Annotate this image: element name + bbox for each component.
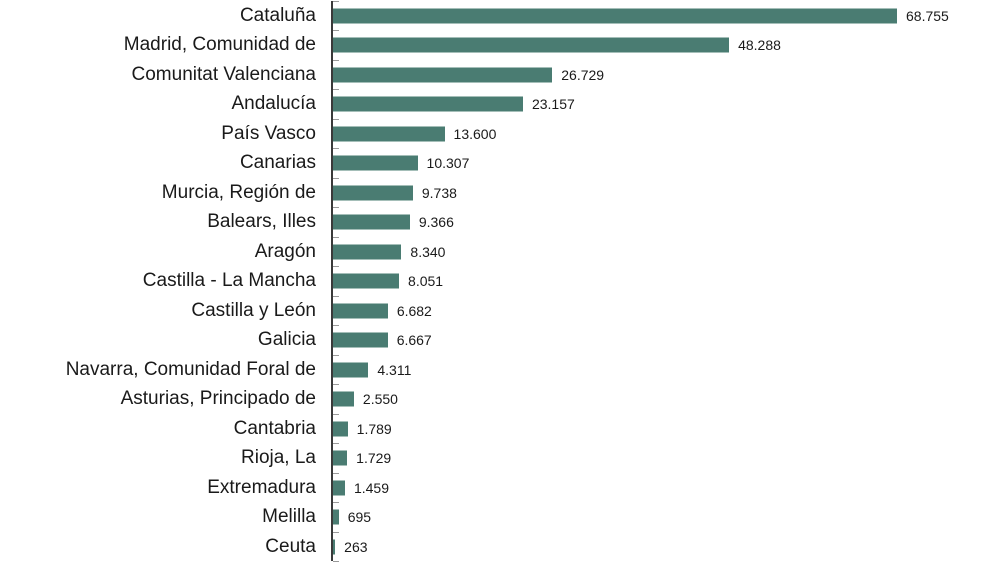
value-label: 8.340 xyxy=(410,243,446,260)
axis-tick xyxy=(333,236,339,238)
axis-tick xyxy=(333,266,339,268)
value-label: 6.667 xyxy=(396,332,432,348)
bar xyxy=(333,539,336,554)
axis-tick xyxy=(333,443,339,445)
axis-tick xyxy=(333,502,339,504)
category-label: Asturias, Principado de xyxy=(120,388,316,409)
category-label: País Vasco xyxy=(221,122,316,144)
category-label: Ceuta xyxy=(265,535,316,557)
category-label: Cantabria xyxy=(233,417,316,439)
category-label: Murcia, Región de xyxy=(161,181,316,203)
category-label: Cataluña xyxy=(239,4,316,26)
bar-row: Madrid, Comunidad de 48.288 xyxy=(0,30,987,60)
bar xyxy=(333,421,348,436)
bar-row: Murcia, Región de 9.738 xyxy=(0,177,987,208)
bar-row: Extremadura 1.459 xyxy=(0,472,987,503)
bar xyxy=(333,126,445,141)
axis-tick xyxy=(333,59,339,61)
bar-row: Andalucía 23.157 xyxy=(0,89,987,119)
bar xyxy=(333,37,730,53)
value-label: 1.459 xyxy=(353,479,389,496)
bar-row: Melilla 695 xyxy=(0,502,987,532)
bar xyxy=(333,96,523,112)
bar-row: Cantabria 1.789 xyxy=(0,413,987,444)
category-label: Melilla xyxy=(262,506,316,527)
bar-row: Aragón 8.340 xyxy=(0,236,987,267)
bar-row: País Vasco 13.600 xyxy=(0,118,987,149)
value-label: 9.366 xyxy=(418,214,454,230)
bar xyxy=(333,244,402,259)
bar-row: Cataluña 68.755 xyxy=(0,0,987,31)
category-label: Galicia xyxy=(257,329,316,350)
bar xyxy=(333,362,369,377)
category-label: Extremadura xyxy=(207,476,316,498)
axis-tick xyxy=(333,561,339,563)
bar xyxy=(333,8,897,23)
bar-row: Rioja, La 1.729 xyxy=(0,443,987,473)
value-label: 23.157 xyxy=(531,96,575,112)
category-label: Madrid, Comunidad de xyxy=(123,34,316,55)
axis-tick xyxy=(333,118,339,120)
bar-row: Comunitat Valenciana 26.729 xyxy=(0,59,987,90)
bar xyxy=(333,185,413,200)
category-label: Canarias xyxy=(239,152,316,173)
bar-row: Canarias 10.307 xyxy=(0,148,987,178)
axis-tick xyxy=(333,89,339,91)
value-label: 26.729 xyxy=(561,66,605,83)
bar xyxy=(333,155,418,171)
axis-tick xyxy=(333,472,339,474)
category-label: Rioja, La xyxy=(241,447,316,468)
category-label: Andalucía xyxy=(231,93,316,114)
value-label: 263 xyxy=(344,538,368,555)
bar xyxy=(333,450,348,466)
bar xyxy=(333,480,345,495)
axis-tick xyxy=(333,0,339,2)
category-label: Comunitat Valenciana xyxy=(131,63,316,85)
bar-row: Castilla - La Mancha 8.051 xyxy=(0,266,987,296)
bar xyxy=(333,214,410,230)
value-label: 8.051 xyxy=(408,273,444,289)
axis-tick xyxy=(333,413,339,415)
bar xyxy=(333,303,388,318)
value-label: 6.682 xyxy=(396,302,432,319)
bar xyxy=(333,273,400,289)
category-label: Navarra, Comunidad Foral de xyxy=(65,358,316,380)
axis-tick xyxy=(333,148,339,150)
axis-tick xyxy=(333,207,339,209)
value-label: 68.755 xyxy=(906,7,949,24)
category-label: Aragón xyxy=(254,240,316,262)
bar-row: Balears, Illes 9.366 xyxy=(0,207,987,237)
axis-tick xyxy=(333,354,339,356)
value-label: 2.550 xyxy=(362,391,398,407)
y-axis-line xyxy=(331,1,333,561)
axis-tick xyxy=(333,384,339,386)
bar xyxy=(333,391,354,407)
bar xyxy=(333,67,553,82)
value-label: 48.288 xyxy=(738,37,781,53)
axis-tick xyxy=(333,295,339,297)
category-label: Castilla y León xyxy=(191,299,316,321)
value-label: 9.738 xyxy=(421,184,457,201)
bar-row: Ceuta 263 xyxy=(0,531,987,562)
bar xyxy=(333,509,339,525)
value-label: 13.600 xyxy=(453,125,497,142)
bar xyxy=(333,332,388,348)
bar-row: Navarra, Comunidad Foral de 4.311 xyxy=(0,354,987,385)
value-label: 695 xyxy=(347,509,372,525)
axis-tick xyxy=(333,325,339,327)
category-label: Castilla - La Mancha xyxy=(142,270,316,291)
axis-tick xyxy=(333,30,339,32)
value-label: 1.729 xyxy=(356,450,392,466)
axis-tick xyxy=(333,177,339,179)
value-label: 10.307 xyxy=(426,155,470,171)
bar-row: Galicia 6.667 xyxy=(0,325,987,355)
bar-row: Castilla y León 6.682 xyxy=(0,295,987,326)
value-label: 1.789 xyxy=(356,420,392,437)
bar-row: Asturias, Principado de 2.550 xyxy=(0,384,987,414)
value-label: 4.311 xyxy=(377,361,412,378)
category-label: Balears, Illes xyxy=(207,211,316,232)
axis-tick xyxy=(333,531,339,533)
